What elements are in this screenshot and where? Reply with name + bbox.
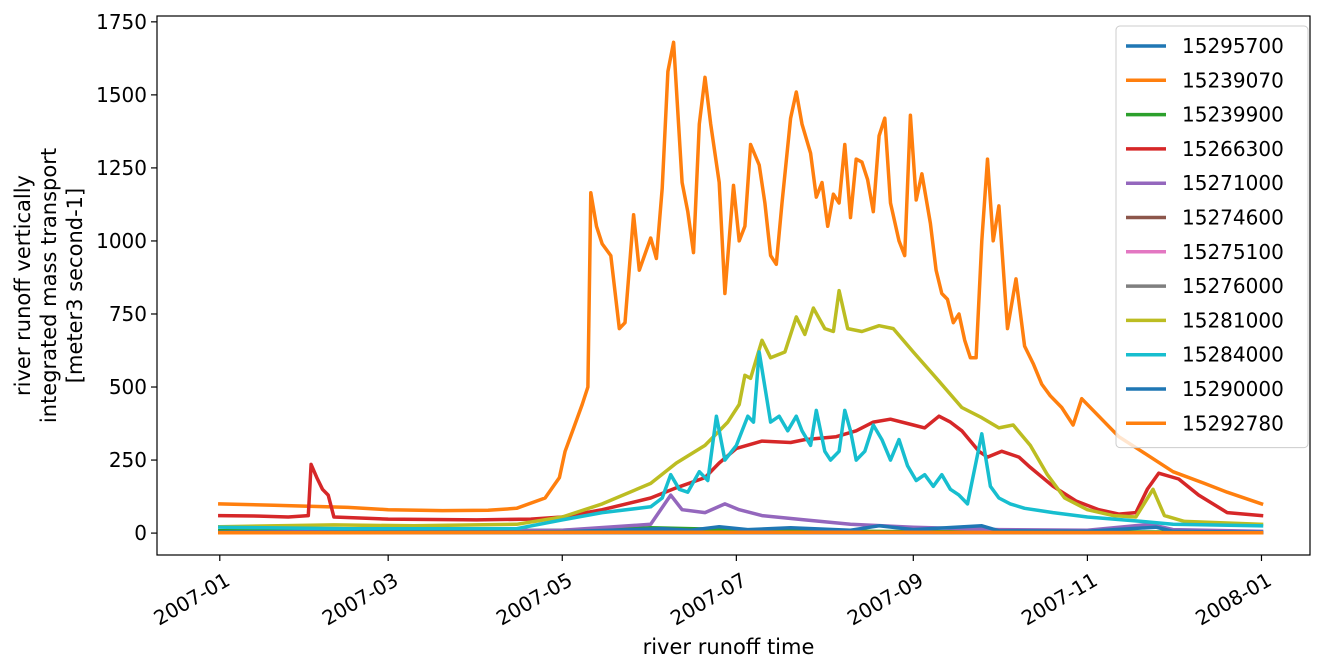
legend-label-15274600: 15274600 — [1182, 206, 1284, 230]
legend-label-15295700: 15295700 — [1182, 34, 1284, 58]
plot-area — [218, 40, 1264, 535]
y-tick-label: 1750 — [96, 10, 147, 34]
series-line-15284000 — [218, 350, 1264, 531]
legend-box — [1115, 25, 1309, 449]
legend: 15295700 15239070 15239900 15266300 15271000… — [1115, 25, 1309, 449]
x-axis-label: river runoff time — [643, 635, 815, 659]
series-line-15266300 — [218, 414, 1264, 522]
series-line-15281000 — [218, 288, 1264, 529]
legend-label-15271000: 15271000 — [1182, 171, 1284, 195]
legend-label-15284000: 15284000 — [1182, 343, 1284, 367]
y-tick-label: 1500 — [96, 83, 147, 107]
series-line-15292780 — [218, 530, 1264, 535]
legend-label-15290000: 15290000 — [1182, 377, 1284, 401]
y-axis-label-line: river runoff vertically — [11, 175, 35, 396]
legend-label-15281000: 15281000 — [1182, 308, 1284, 332]
y-tick-label: 0 — [134, 521, 147, 545]
legend-label-15292780: 15292780 — [1182, 411, 1284, 435]
legend-label-15275100: 15275100 — [1182, 240, 1284, 264]
y-tick-label: 250 — [109, 448, 147, 472]
y-tick-label: 1000 — [96, 229, 147, 253]
series-line-15271000 — [218, 493, 1264, 534]
series-line-15290000 — [218, 524, 1264, 535]
legend-label-15239070: 15239070 — [1182, 68, 1284, 92]
axes-frame — [156, 15, 1311, 556]
y-tick-label: 1250 — [96, 156, 147, 180]
y-tick-label: 750 — [109, 302, 147, 326]
legend-label-15276000: 15276000 — [1182, 274, 1284, 298]
y-axis-label-line: [meter3 second-1] — [63, 188, 87, 383]
y-axis-label-line: integrated mass transport — [37, 148, 61, 423]
y-tick-label: 500 — [109, 375, 147, 399]
series-line-15239070 — [218, 40, 1264, 513]
legend-label-15239900: 15239900 — [1182, 103, 1284, 127]
legend-label-15266300: 15266300 — [1182, 137, 1284, 161]
